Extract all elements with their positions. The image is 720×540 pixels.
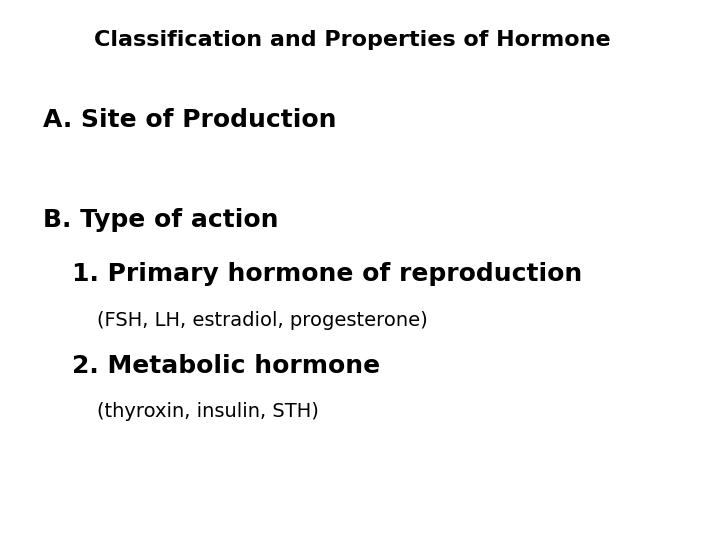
Text: (thyroxin, insulin, STH): (thyroxin, insulin, STH) bbox=[97, 402, 319, 421]
Text: A. Site of Production: A. Site of Production bbox=[43, 108, 337, 132]
Text: 2. Metabolic hormone: 2. Metabolic hormone bbox=[72, 354, 380, 377]
Text: B. Type of action: B. Type of action bbox=[43, 208, 279, 232]
Text: 1. Primary hormone of reproduction: 1. Primary hormone of reproduction bbox=[72, 262, 582, 286]
Text: (FSH, LH, estradiol, progesterone): (FSH, LH, estradiol, progesterone) bbox=[97, 310, 428, 329]
Text: Classification and Properties of Hormone: Classification and Properties of Hormone bbox=[94, 30, 611, 50]
